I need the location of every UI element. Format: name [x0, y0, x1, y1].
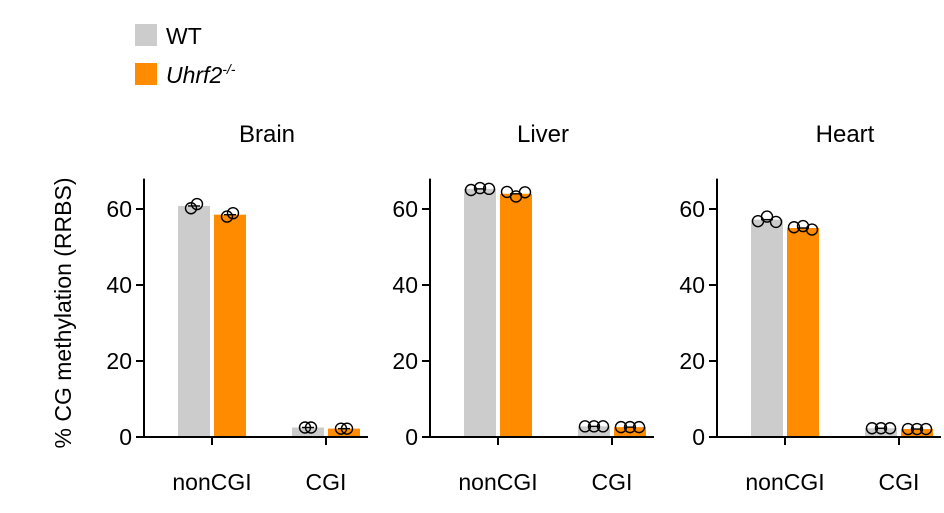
data-point — [760, 210, 774, 223]
y-tick-label: 20 — [106, 348, 132, 374]
y-tick-label: 20 — [679, 348, 705, 374]
chart-panels: Brain 0 20 40 60 nonCGI CGI Liver 0 20 40 60 nonCGI C… — [106, 121, 941, 495]
bar-wt-noncgi — [464, 188, 496, 437]
bar-uhrf2-noncgi — [214, 214, 246, 437]
bar-uhrf2-noncgi — [500, 193, 532, 437]
bar-wt-noncgi — [751, 219, 783, 437]
panel-heart: Heart 0 20 40 60 nonCGI CGI — [679, 121, 941, 495]
y-tick-label: 60 — [106, 196, 132, 222]
x-tick-label-cgi: CGI — [306, 469, 347, 495]
y-tick-label: 0 — [692, 424, 705, 450]
y-tick-label: 40 — [392, 272, 418, 298]
x-tick-label-cgi: CGI — [592, 469, 633, 495]
x-tick-label-cgi: CGI — [879, 469, 920, 495]
legend-label-wt: WT — [166, 23, 202, 49]
panel-brain: Brain 0 20 40 60 nonCGI CGI — [106, 121, 368, 495]
data-point — [805, 223, 819, 236]
y-tick-label: 40 — [679, 272, 705, 298]
legend-swatch-wt — [135, 24, 157, 46]
data-point — [220, 210, 234, 223]
data-point — [769, 215, 783, 229]
y-tick-label: 0 — [119, 424, 132, 450]
data-point — [787, 221, 801, 234]
y-tick-label: 40 — [106, 272, 132, 298]
y-tick-label: 60 — [392, 196, 418, 222]
panel-title: Heart — [816, 121, 875, 148]
data-point — [190, 197, 204, 211]
panel-title: Liver — [517, 121, 569, 148]
y-axis-label: % CG methylation (RRBS) — [50, 178, 76, 449]
x-tick-label-noncgi: nonCGI — [172, 469, 251, 495]
x-tick-label-noncgi: nonCGI — [458, 469, 537, 495]
y-tick-label: 60 — [679, 196, 705, 222]
bar-wt-cgi — [865, 428, 897, 437]
data-point — [518, 186, 532, 199]
bar-wt-noncgi — [178, 205, 210, 437]
bar-uhrf2-noncgi — [787, 228, 819, 437]
panel-title: Brain — [239, 121, 295, 148]
legend: WT Uhrf2-/- — [135, 23, 236, 88]
data-point — [473, 181, 487, 195]
bar-uhrf2-cgi — [901, 429, 933, 437]
legend-label-uhrf2-name: Uhrf2 — [166, 62, 222, 88]
x-tick-label-noncgi: nonCGI — [745, 469, 824, 495]
legend-swatch-uhrf2 — [135, 63, 157, 85]
y-tick-label: 20 — [392, 348, 418, 374]
data-point — [464, 183, 478, 197]
legend-label-uhrf2-superscript: -/- — [222, 61, 236, 77]
data-point — [226, 206, 240, 220]
legend-label-uhrf2: Uhrf2-/- — [166, 61, 236, 88]
y-tick-label: 0 — [405, 424, 418, 450]
panel-liver: Liver 0 20 40 60 nonCGI CGI — [392, 121, 654, 495]
